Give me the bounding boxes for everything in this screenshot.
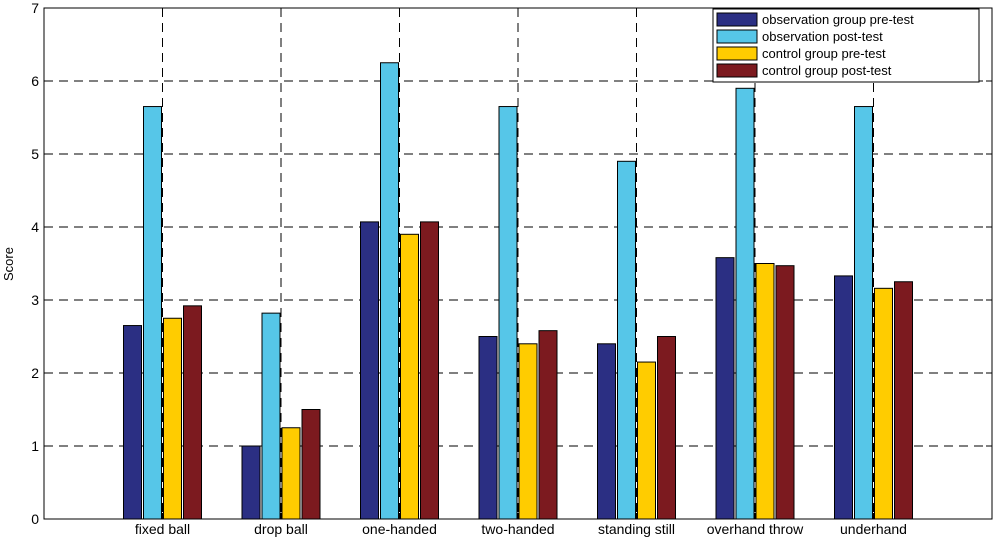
- legend-label: observation group pre-test: [762, 12, 914, 27]
- bar-overhand-throw-series-4: [775, 265, 795, 520]
- bars: [123, 62, 913, 520]
- legend-swatch: [716, 63, 758, 78]
- y-tick-label: 1: [31, 438, 39, 454]
- x-tick-label: overhand throw: [707, 521, 804, 537]
- legend-swatch: [716, 46, 758, 61]
- bar-fixed-ball-series-2: [143, 106, 162, 520]
- x-tick-label: drop ball: [254, 521, 308, 537]
- legend: observation group pre-test observation po…: [712, 8, 980, 83]
- x-tick-label: two-handed: [481, 521, 554, 537]
- bar-standing-still-series-1: [597, 343, 616, 520]
- bar-two-handed-series-3: [518, 343, 538, 520]
- y-tick-label: 2: [31, 365, 39, 381]
- x-axis-ticks: fixed ball drop ball one-handed two-handed s…: [135, 513, 907, 537]
- bar-one-handed-series-4: [420, 221, 439, 520]
- bar-drop-ball-series-4: [301, 409, 321, 520]
- y-tick-label: 5: [31, 146, 39, 162]
- x-tick-label: one-handed: [362, 521, 437, 537]
- x-tick-label: standing still: [598, 521, 675, 537]
- legend-swatch: [716, 29, 758, 44]
- bar-drop-ball-series-3: [281, 427, 301, 520]
- y-tick-label: 0: [31, 511, 39, 527]
- y-tick-label: 4: [31, 219, 39, 235]
- legend-label: control group pre-test: [762, 46, 886, 61]
- y-axis-label: Score: [1, 247, 16, 281]
- bar-overhand-throw-series-1: [715, 257, 735, 520]
- bar-drop-ball-series-2: [261, 312, 281, 520]
- bar-overhand-throw-series-2: [735, 87, 755, 520]
- y-tick-label: 7: [31, 0, 39, 16]
- y-axis-ticks: 0 1 2 3 4 5 6 7: [31, 0, 992, 527]
- bar-two-handed-series-4: [538, 330, 558, 520]
- bar-two-handed-series-1: [478, 336, 498, 520]
- bar-standing-still-series-3: [637, 361, 656, 520]
- bar-standing-still-series-4: [657, 336, 676, 520]
- bar-one-handed-series-3: [400, 233, 419, 520]
- bar-fixed-ball-series-1: [123, 325, 142, 520]
- x-tick-label: fixed ball: [135, 521, 190, 537]
- bar-underhand-series-2: [854, 106, 873, 520]
- x-tick-label: underhand: [840, 521, 907, 537]
- bar-overhand-throw-series-3: [755, 263, 775, 520]
- legend-swatch: [716, 12, 758, 27]
- bar-fixed-ball-series-4: [183, 305, 202, 520]
- bar-two-handed-series-2: [498, 106, 518, 520]
- y-tick-label: 6: [31, 73, 39, 89]
- bar-standing-still-series-2: [617, 160, 636, 520]
- bar-fixed-ball-series-3: [163, 317, 182, 520]
- legend-label: control group post-test: [762, 63, 892, 78]
- legend-label: observation post-test: [762, 29, 883, 44]
- bar-one-handed-series-1: [360, 221, 379, 520]
- bar-one-handed-series-2: [380, 62, 399, 520]
- bar-drop-ball-series-1: [241, 445, 261, 520]
- y-tick-label: 3: [31, 292, 39, 308]
- bar-underhand-series-3: [874, 287, 893, 520]
- bar-underhand-series-1: [834, 275, 853, 520]
- bar-underhand-series-4: [894, 281, 913, 520]
